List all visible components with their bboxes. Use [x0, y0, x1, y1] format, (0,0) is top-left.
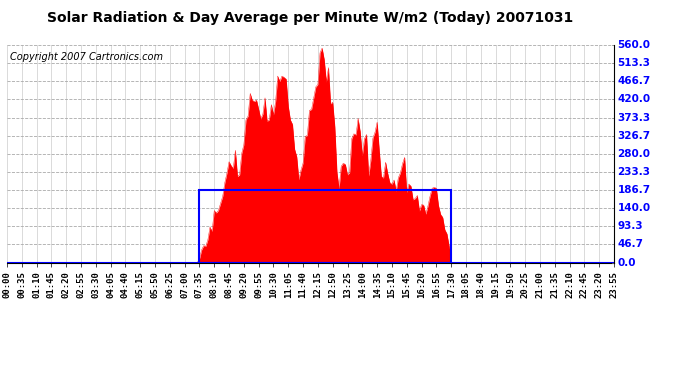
- Text: Solar Radiation & Day Average per Minute W/m2 (Today) 20071031: Solar Radiation & Day Average per Minute…: [48, 11, 573, 25]
- Text: 326.7: 326.7: [618, 130, 651, 141]
- Text: 186.7: 186.7: [618, 185, 651, 195]
- Text: 140.0: 140.0: [618, 203, 651, 213]
- Text: 560.0: 560.0: [618, 40, 651, 50]
- Text: Copyright 2007 Cartronics.com: Copyright 2007 Cartronics.com: [10, 51, 163, 62]
- Text: 420.0: 420.0: [618, 94, 651, 104]
- Text: 466.7: 466.7: [618, 76, 651, 86]
- Text: 233.3: 233.3: [618, 167, 651, 177]
- Text: 46.7: 46.7: [618, 239, 644, 249]
- Bar: [199, 190, 451, 262]
- Text: 0.0: 0.0: [618, 258, 636, 267]
- Text: 93.3: 93.3: [618, 221, 643, 231]
- Text: 513.3: 513.3: [618, 58, 651, 68]
- Text: 280.0: 280.0: [618, 149, 651, 159]
- Text: 373.3: 373.3: [618, 112, 651, 123]
